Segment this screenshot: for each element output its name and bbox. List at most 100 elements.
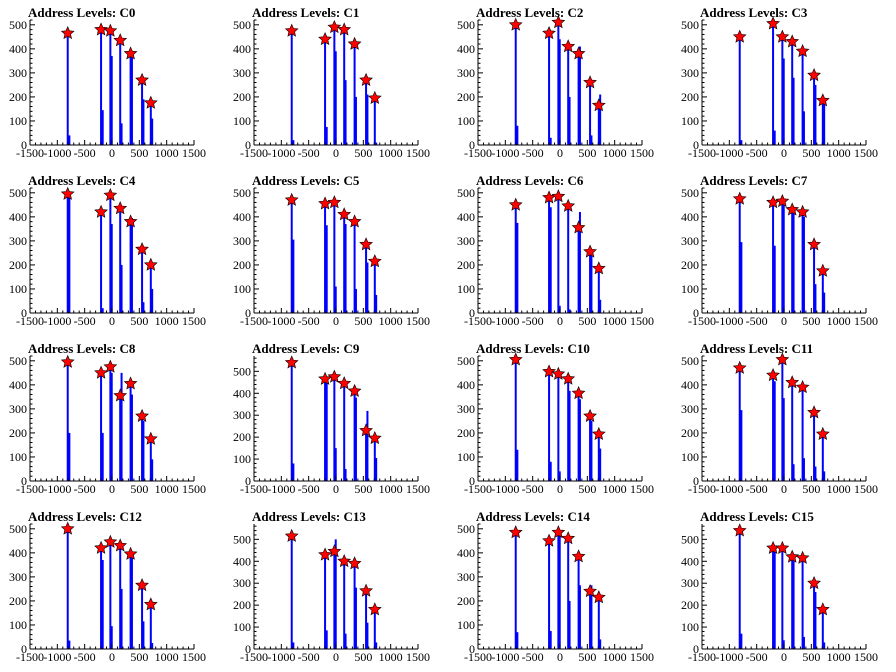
star-marker — [591, 590, 606, 604]
y-tick-label: 200 — [9, 594, 27, 608]
star-marker — [135, 408, 149, 422]
star-marker — [591, 261, 606, 275]
star-marker — [508, 352, 523, 366]
y-tick-label: 500 — [9, 18, 27, 32]
y-tick-label: 500 — [9, 522, 27, 536]
y-tick-label: 500 — [233, 532, 251, 546]
x-tick-label: 500 — [130, 482, 148, 496]
y-tick-label: 0 — [21, 138, 27, 152]
x-tick-label: 1000 — [603, 650, 627, 664]
x-tick-label: 1500 — [854, 314, 878, 328]
x-tick-label: 500 — [130, 314, 148, 328]
star-marker — [591, 98, 606, 112]
y-tick-label: 500 — [681, 354, 699, 368]
x-tick-label: -1000 — [267, 314, 295, 328]
x-tick-label: 0 — [333, 146, 339, 160]
star-marker — [113, 388, 128, 402]
y-tick-label: 300 — [233, 234, 251, 248]
y-tick-label: 500 — [681, 186, 699, 200]
star-marker — [732, 523, 747, 537]
star-marker — [795, 550, 810, 564]
star-marker — [103, 359, 118, 373]
y-tick-label: 300 — [457, 234, 475, 248]
star-marker — [571, 549, 586, 563]
x-tick-label: 0 — [557, 146, 563, 160]
star-marker — [551, 366, 566, 380]
y-tick-label: 300 — [9, 66, 27, 80]
x-tick-label: 500 — [130, 146, 148, 160]
star-marker — [135, 242, 149, 256]
star-marker — [347, 556, 362, 570]
star-marker — [347, 383, 362, 397]
star-marker — [815, 263, 830, 277]
x-tick-label: 1500 — [406, 650, 430, 664]
y-tick-label: 200 — [9, 90, 27, 104]
panel-7: Address Levels: C7-1500 -1000 -500 0 500 1000… — [681, 173, 878, 328]
star-marker — [103, 187, 118, 202]
x-tick-label: -1500 — [16, 482, 44, 496]
x-tick-label: 1500 — [182, 314, 206, 328]
star-marker — [143, 257, 158, 271]
y-tick-label: 300 — [457, 66, 475, 80]
x-tick-label: 1500 — [182, 482, 206, 496]
y-tick-label: 100 — [9, 450, 27, 464]
panel-title: Address Levels: C11 — [700, 341, 813, 356]
star-marker — [583, 408, 597, 422]
y-tick-label: 200 — [233, 90, 251, 104]
star-marker — [94, 540, 108, 554]
panel-0: Address Levels: C0-1500 -1000 -500 0 500 1000… — [9, 5, 206, 160]
y-tick-label: 300 — [233, 66, 251, 80]
star-marker — [318, 547, 332, 561]
y-tick-label: 500 — [457, 522, 475, 536]
star-marker — [571, 220, 586, 234]
y-tick-label: 0 — [693, 306, 699, 320]
y-tick-label: 400 — [9, 210, 27, 224]
star-marker — [807, 575, 821, 590]
x-tick-label: -1500 — [688, 146, 716, 160]
x-tick-label: 0 — [781, 650, 787, 664]
x-tick-label: 500 — [130, 650, 148, 664]
star-marker — [775, 540, 790, 554]
star-marker — [561, 371, 576, 385]
y-tick-label: 500 — [233, 18, 251, 32]
x-tick-label: 500 — [802, 482, 820, 496]
y-tick-label: 400 — [681, 42, 699, 56]
x-tick-label: 500 — [578, 314, 596, 328]
x-tick-label: 0 — [781, 482, 787, 496]
star-marker — [113, 538, 128, 552]
star-marker — [94, 204, 108, 218]
x-tick-label: 1000 — [155, 314, 179, 328]
y-tick-label: 100 — [233, 620, 251, 634]
x-tick-label: -1000 — [491, 482, 519, 496]
y-tick-label: 500 — [233, 186, 251, 200]
y-tick-label: 200 — [681, 598, 699, 612]
y-tick-label: 500 — [457, 354, 475, 368]
star-marker — [284, 23, 299, 37]
star-marker — [318, 31, 332, 46]
star-marker — [94, 365, 108, 379]
star-marker — [367, 254, 382, 268]
x-tick-label: -1500 — [688, 650, 716, 664]
x-tick-label: -1500 — [240, 482, 268, 496]
y-tick-label: 200 — [681, 426, 699, 440]
star-marker — [284, 528, 299, 542]
x-tick-label: 0 — [109, 146, 115, 160]
y-tick-label: 100 — [457, 618, 475, 632]
y-tick-label: 100 — [233, 114, 251, 128]
star-marker — [732, 360, 747, 374]
panel-5: Address Levels: C5-1500 -1000 -500 0 500 1000… — [233, 173, 430, 328]
x-tick-label: 1000 — [603, 482, 627, 496]
y-tick-label: 100 — [233, 452, 251, 466]
panel-title: Address Levels: C7 — [700, 173, 808, 188]
y-tick-label: 100 — [457, 114, 475, 128]
x-tick-label: 1500 — [630, 482, 654, 496]
star-marker — [785, 375, 800, 389]
star-marker — [103, 23, 118, 37]
star-marker — [135, 72, 149, 86]
panel-11: Address Levels: C11 -1500 -1000 -500 0 500 100… — [681, 341, 878, 496]
y-tick-label: 400 — [681, 210, 699, 224]
y-tick-label: 200 — [681, 258, 699, 272]
x-tick-label: -500 — [298, 146, 320, 160]
x-tick-label: -1000 — [491, 314, 519, 328]
panel-13: Address Levels: C13 -1500 -1000 -500 0 500 100… — [233, 509, 430, 664]
